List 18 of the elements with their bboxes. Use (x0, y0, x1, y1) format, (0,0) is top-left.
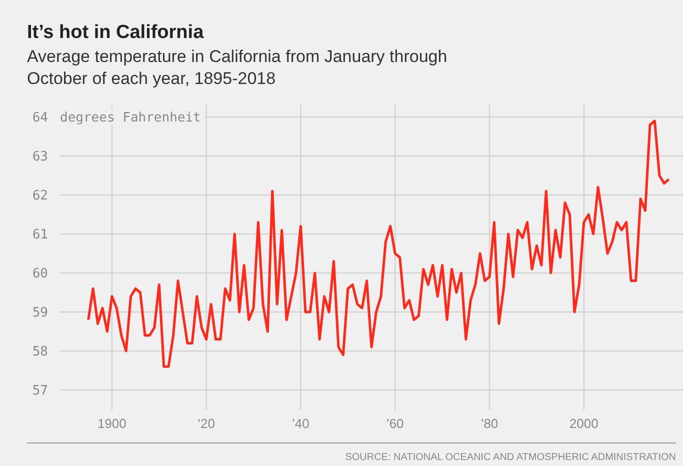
y-tick-label: 58 (32, 344, 48, 360)
y-tick-label: 63 (32, 150, 48, 165)
x-tick-label: 2000 (569, 416, 598, 431)
y-tick-label: 62 (32, 188, 48, 204)
y-tick-label: 60 (32, 266, 48, 282)
x-tick-label: ’60 (386, 416, 404, 431)
chart-subtitle: Average temperature in California from January through October of each year, 1895-2018 (27, 47, 448, 88)
y-axis-title: degrees Fahrenheit (60, 110, 201, 126)
x-tick-label: ’80 (480, 416, 498, 431)
x-tick-label: 1900 (97, 416, 126, 431)
y-tick-label: 59 (32, 306, 48, 321)
x-tick-label: ’40 (292, 416, 310, 431)
y-tick-label: 57 (32, 384, 48, 399)
y-tick-label: 61 (32, 228, 48, 243)
chart-title: It’s hot in California (27, 22, 204, 43)
source-note: SOURCE: NATIONAL OCEANIC AND ATMOSPHERIC ADMINISTRATION (345, 452, 676, 463)
x-tick-label: ’20 (198, 416, 215, 431)
y-tick-label: 64 (32, 110, 48, 126)
